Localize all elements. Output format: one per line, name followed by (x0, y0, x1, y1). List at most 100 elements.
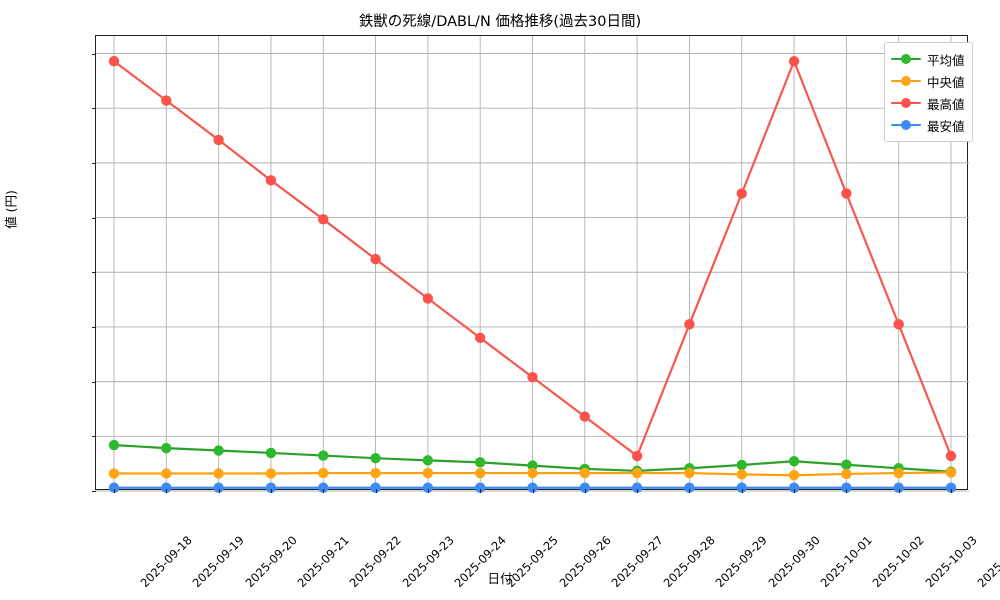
x-axis-tick-mark (270, 489, 272, 493)
data-point (213, 445, 224, 456)
data-point (370, 482, 381, 493)
data-point (161, 95, 172, 106)
legend-item-1[interactable]: 中央値 (891, 70, 965, 92)
data-point (422, 293, 434, 304)
data-point (213, 134, 224, 146)
y-axis-tick-mark (92, 381, 96, 383)
x-axis-tick-mark (637, 489, 639, 493)
series-line-2 (112, 60, 953, 458)
data-point (318, 214, 329, 225)
data-point (370, 467, 381, 479)
legend-label: 最高値 (927, 96, 965, 112)
data-point (631, 482, 643, 493)
data-point (684, 467, 695, 479)
y-axis-tick-mark (92, 326, 96, 328)
x-axis-tick-mark (584, 489, 586, 493)
data-point (213, 468, 224, 479)
x-axis-tick-mark (741, 489, 743, 493)
data-point (893, 467, 904, 479)
data-point (474, 332, 486, 344)
x-axis-tick-mark (846, 489, 848, 493)
data-point (108, 482, 120, 493)
data-point (841, 482, 852, 493)
data-point (841, 188, 852, 199)
data-point (788, 456, 800, 467)
data-point (736, 482, 747, 493)
legend-swatch-icon (891, 118, 921, 132)
x-axis-tick-mark (951, 489, 952, 493)
data-point (422, 482, 434, 493)
data-point (527, 460, 538, 471)
x-axis-tick-mark (532, 489, 534, 493)
legend-item-0[interactable]: 平均値 (891, 48, 965, 70)
data-point (631, 467, 643, 479)
y-axis-tick-mark (92, 162, 96, 164)
data-point (265, 175, 277, 186)
data-point (945, 482, 957, 493)
data-point (736, 469, 747, 480)
data-point (945, 450, 957, 462)
x-axis-tick-mark (323, 489, 325, 493)
legend-label: 中央値 (927, 74, 965, 90)
y-axis-tick-mark (92, 436, 96, 438)
data-point (736, 188, 747, 199)
page-title: 鉄獣の死線/DABL/N 価格推移(過去30日間) (358, 14, 642, 30)
data-point (318, 450, 329, 461)
x-axis-tick-mark (218, 489, 220, 493)
data-point (422, 455, 434, 466)
data-point (631, 450, 643, 462)
data-point (945, 467, 957, 478)
x-axis-tick-mark (794, 489, 796, 493)
data-point (579, 411, 591, 422)
data-point (893, 482, 904, 493)
plot-area: 0250500750100012501500175020002025-09-18… (92, 35, 1000, 590)
x-axis-tick-mark (689, 489, 691, 493)
data-point (788, 55, 800, 67)
data-point (474, 467, 486, 479)
y-axis-tick-mark (92, 108, 96, 110)
legend-swatch-icon (891, 52, 921, 66)
data-point (788, 470, 800, 481)
y-axis-tick-mark (92, 491, 96, 492)
data-point (841, 459, 852, 470)
data-point (265, 482, 277, 493)
data-point (736, 459, 747, 471)
data-point (893, 319, 904, 330)
x-axis-tick-mark (375, 489, 377, 493)
data-point (527, 482, 538, 493)
x-axis-tick-mark (480, 489, 482, 493)
data-point (684, 482, 695, 493)
y-axis-tick-mark (92, 53, 96, 55)
data-point (788, 482, 800, 493)
data-point (318, 467, 329, 479)
x-axis-label: 日付 (487, 571, 513, 586)
data-point (108, 439, 120, 451)
data-point (161, 482, 172, 493)
legend-label: 最安値 (927, 118, 965, 134)
legend-swatch-icon (891, 74, 921, 88)
data-point (265, 468, 277, 479)
data-point (474, 482, 486, 493)
y-axis-tick-mark (92, 217, 96, 219)
data-point (108, 55, 120, 67)
legend-item-3[interactable]: 最安値 (891, 114, 965, 136)
x-axis-tick-mark (427, 489, 429, 493)
data-point (579, 482, 591, 493)
data-point (108, 468, 120, 479)
data-point (161, 442, 172, 454)
data-point (684, 319, 695, 330)
x-axis-tick-mark (114, 489, 115, 493)
data-point (422, 467, 434, 479)
y-axis-tick-mark (92, 272, 96, 274)
data-point (474, 457, 486, 468)
chart-legend: 平均値中央値最高値最安値 (884, 42, 973, 142)
data-point (579, 467, 591, 479)
y-axis-label: 値 (円) (3, 190, 19, 229)
data-point (161, 468, 172, 479)
data-point (527, 467, 538, 479)
x-axis-tick-mark (898, 489, 900, 493)
legend-item-2[interactable]: 最高値 (891, 92, 965, 114)
data-point (213, 482, 224, 493)
data-point (318, 482, 329, 493)
